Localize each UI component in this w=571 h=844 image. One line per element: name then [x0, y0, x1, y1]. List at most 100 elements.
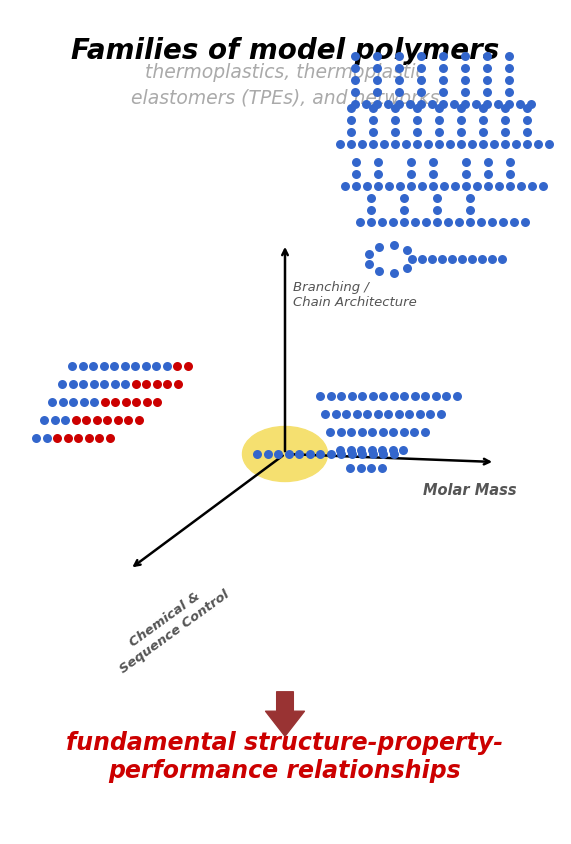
Point	[113, 414, 122, 427]
Point	[305, 447, 314, 461]
Point	[340, 180, 349, 193]
Point	[460, 74, 469, 88]
Point	[351, 62, 360, 76]
Point	[368, 114, 377, 127]
Point	[399, 425, 408, 439]
Point	[123, 414, 132, 427]
Point	[89, 360, 98, 373]
Point	[368, 102, 377, 116]
Point	[99, 378, 108, 392]
Point	[384, 98, 393, 111]
Point	[465, 192, 475, 206]
Point	[420, 425, 429, 439]
Point	[173, 378, 182, 392]
Point	[439, 62, 448, 76]
Point	[441, 390, 451, 403]
Point	[99, 360, 108, 373]
Point	[110, 378, 119, 392]
Point	[404, 408, 413, 421]
Point	[142, 378, 151, 392]
Point	[439, 74, 448, 88]
Point	[183, 360, 192, 373]
Point	[403, 262, 412, 275]
Point	[355, 216, 364, 230]
Point	[372, 98, 381, 111]
Point	[505, 156, 514, 170]
Point	[504, 86, 513, 100]
Point	[47, 396, 57, 409]
Point	[544, 138, 553, 152]
Point	[494, 180, 504, 193]
Point	[162, 378, 171, 392]
Point	[335, 444, 344, 457]
Point	[516, 180, 525, 193]
Point	[428, 168, 437, 181]
Text: Families of model polymers: Families of model polymers	[71, 37, 499, 65]
Point	[424, 138, 433, 152]
Point	[516, 98, 525, 111]
Point	[42, 432, 51, 446]
Point	[410, 390, 419, 403]
Point	[368, 447, 377, 461]
Point	[384, 408, 393, 421]
Point	[67, 360, 77, 373]
Point	[346, 444, 355, 457]
Point	[336, 390, 345, 403]
Point	[110, 396, 119, 409]
Point	[391, 114, 400, 127]
Point	[326, 447, 335, 461]
Point	[351, 156, 360, 170]
Point	[482, 74, 492, 88]
Point	[465, 204, 475, 218]
Point	[58, 396, 67, 409]
Point	[538, 180, 548, 193]
Point	[84, 432, 93, 446]
Point	[365, 248, 374, 262]
Point	[437, 253, 447, 267]
Point	[476, 216, 485, 230]
Point	[500, 114, 509, 127]
Point	[407, 180, 416, 193]
Point	[416, 62, 425, 76]
Point	[142, 396, 151, 409]
Point	[416, 74, 425, 88]
Point	[489, 138, 498, 152]
Point	[351, 180, 360, 193]
Point	[484, 180, 493, 193]
Point	[505, 168, 514, 181]
Point	[444, 216, 453, 230]
Point	[375, 241, 384, 254]
Point	[522, 138, 532, 152]
Point	[377, 444, 387, 457]
Point	[456, 102, 465, 116]
Point	[89, 378, 98, 392]
Point	[484, 168, 493, 181]
Point	[315, 390, 324, 403]
Point	[440, 180, 449, 193]
Point	[395, 98, 404, 111]
Point	[412, 126, 421, 139]
Point	[416, 86, 425, 100]
Point	[512, 138, 521, 152]
Point	[372, 86, 381, 100]
Point	[457, 253, 467, 267]
Point	[449, 98, 459, 111]
Point	[356, 444, 365, 457]
Point	[335, 138, 344, 152]
Point	[373, 168, 383, 181]
Point	[484, 156, 493, 170]
Point	[488, 216, 497, 230]
Point	[152, 378, 161, 392]
Point	[407, 156, 416, 170]
Point	[417, 253, 427, 267]
Point	[367, 204, 376, 218]
Point	[432, 216, 441, 230]
Point	[79, 396, 88, 409]
Point	[389, 390, 398, 403]
Point	[377, 216, 387, 230]
Point	[379, 390, 388, 403]
Point	[368, 390, 377, 403]
Point	[373, 408, 382, 421]
Point	[347, 114, 356, 127]
Point	[326, 390, 335, 403]
